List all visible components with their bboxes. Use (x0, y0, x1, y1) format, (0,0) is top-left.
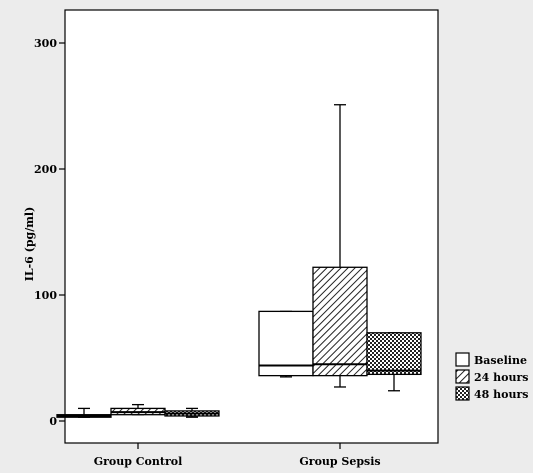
box-group-sepsis-24-hours (312, 104, 368, 388)
x-tick-label-group-sepsis: Group Sepsis (299, 455, 380, 468)
x-axis: Group Control Group Sepsis (94, 443, 381, 468)
box-group-control-baseline (56, 407, 112, 418)
legend-label-baseline: Baseline (474, 354, 527, 367)
plot-area (64, 9, 439, 444)
legend-swatch-baseline (455, 352, 470, 367)
y-tick-label-200: 200 (34, 163, 57, 176)
box-group-sepsis-48-hours (366, 332, 422, 392)
legend: Baseline 24 hours 48 hours (455, 352, 528, 401)
box-series (56, 104, 422, 418)
y-tick-label-300: 300 (34, 37, 57, 50)
legend-label-48-hours: 48 hours (474, 388, 528, 401)
y-tick-label-0: 0 (49, 415, 57, 428)
y-axis: 0 100 200 300 (34, 37, 65, 428)
y-axis-title: IL-6 (pg/ml) (23, 207, 36, 282)
y-tick-label-100: 100 (34, 289, 57, 302)
x-tick-label-group-control: Group Control (94, 455, 183, 468)
legend-swatch-48-hours (455, 386, 470, 401)
legend-swatch-24-hours (455, 369, 470, 384)
box-body (366, 332, 422, 376)
box-body (312, 266, 368, 377)
legend-label-24-hours: 24 hours (474, 371, 528, 384)
box-group-sepsis-baseline (258, 310, 314, 378)
box-group-control-48-hours (164, 407, 220, 418)
